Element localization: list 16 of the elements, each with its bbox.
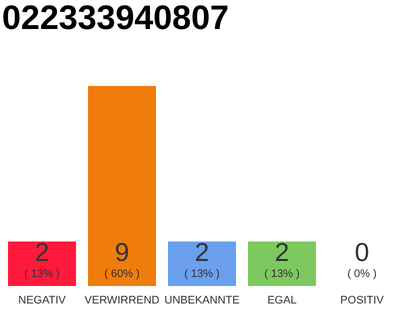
annotation: ( 60% ): [104, 268, 140, 280]
data-label: 0: [354, 237, 370, 267]
x-tick-label: NEGATIV: [18, 294, 66, 306]
data-label: 2: [34, 237, 50, 267]
annotation: ( 13% ): [264, 268, 300, 280]
x-tick-label: VERWIRREND: [84, 294, 160, 306]
annotation: ( 13% ): [184, 268, 220, 280]
data-label: 2: [274, 237, 290, 267]
annotation: ( 0% ): [347, 268, 377, 280]
chart-title: 022333940807: [2, 0, 229, 37]
x-tick-label: UNBEKANNTE: [164, 294, 240, 306]
data-label: 2: [194, 237, 210, 267]
annotation: ( 13% ): [24, 268, 60, 280]
data-label: 9: [114, 237, 130, 267]
x-tick-label: EGAL: [267, 294, 297, 306]
x-tick-label: POSITIV: [340, 294, 384, 306]
